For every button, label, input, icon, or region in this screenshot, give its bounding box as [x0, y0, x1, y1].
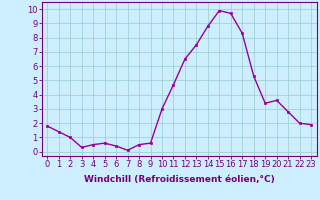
X-axis label: Windchill (Refroidissement éolien,°C): Windchill (Refroidissement éolien,°C) [84, 175, 275, 184]
